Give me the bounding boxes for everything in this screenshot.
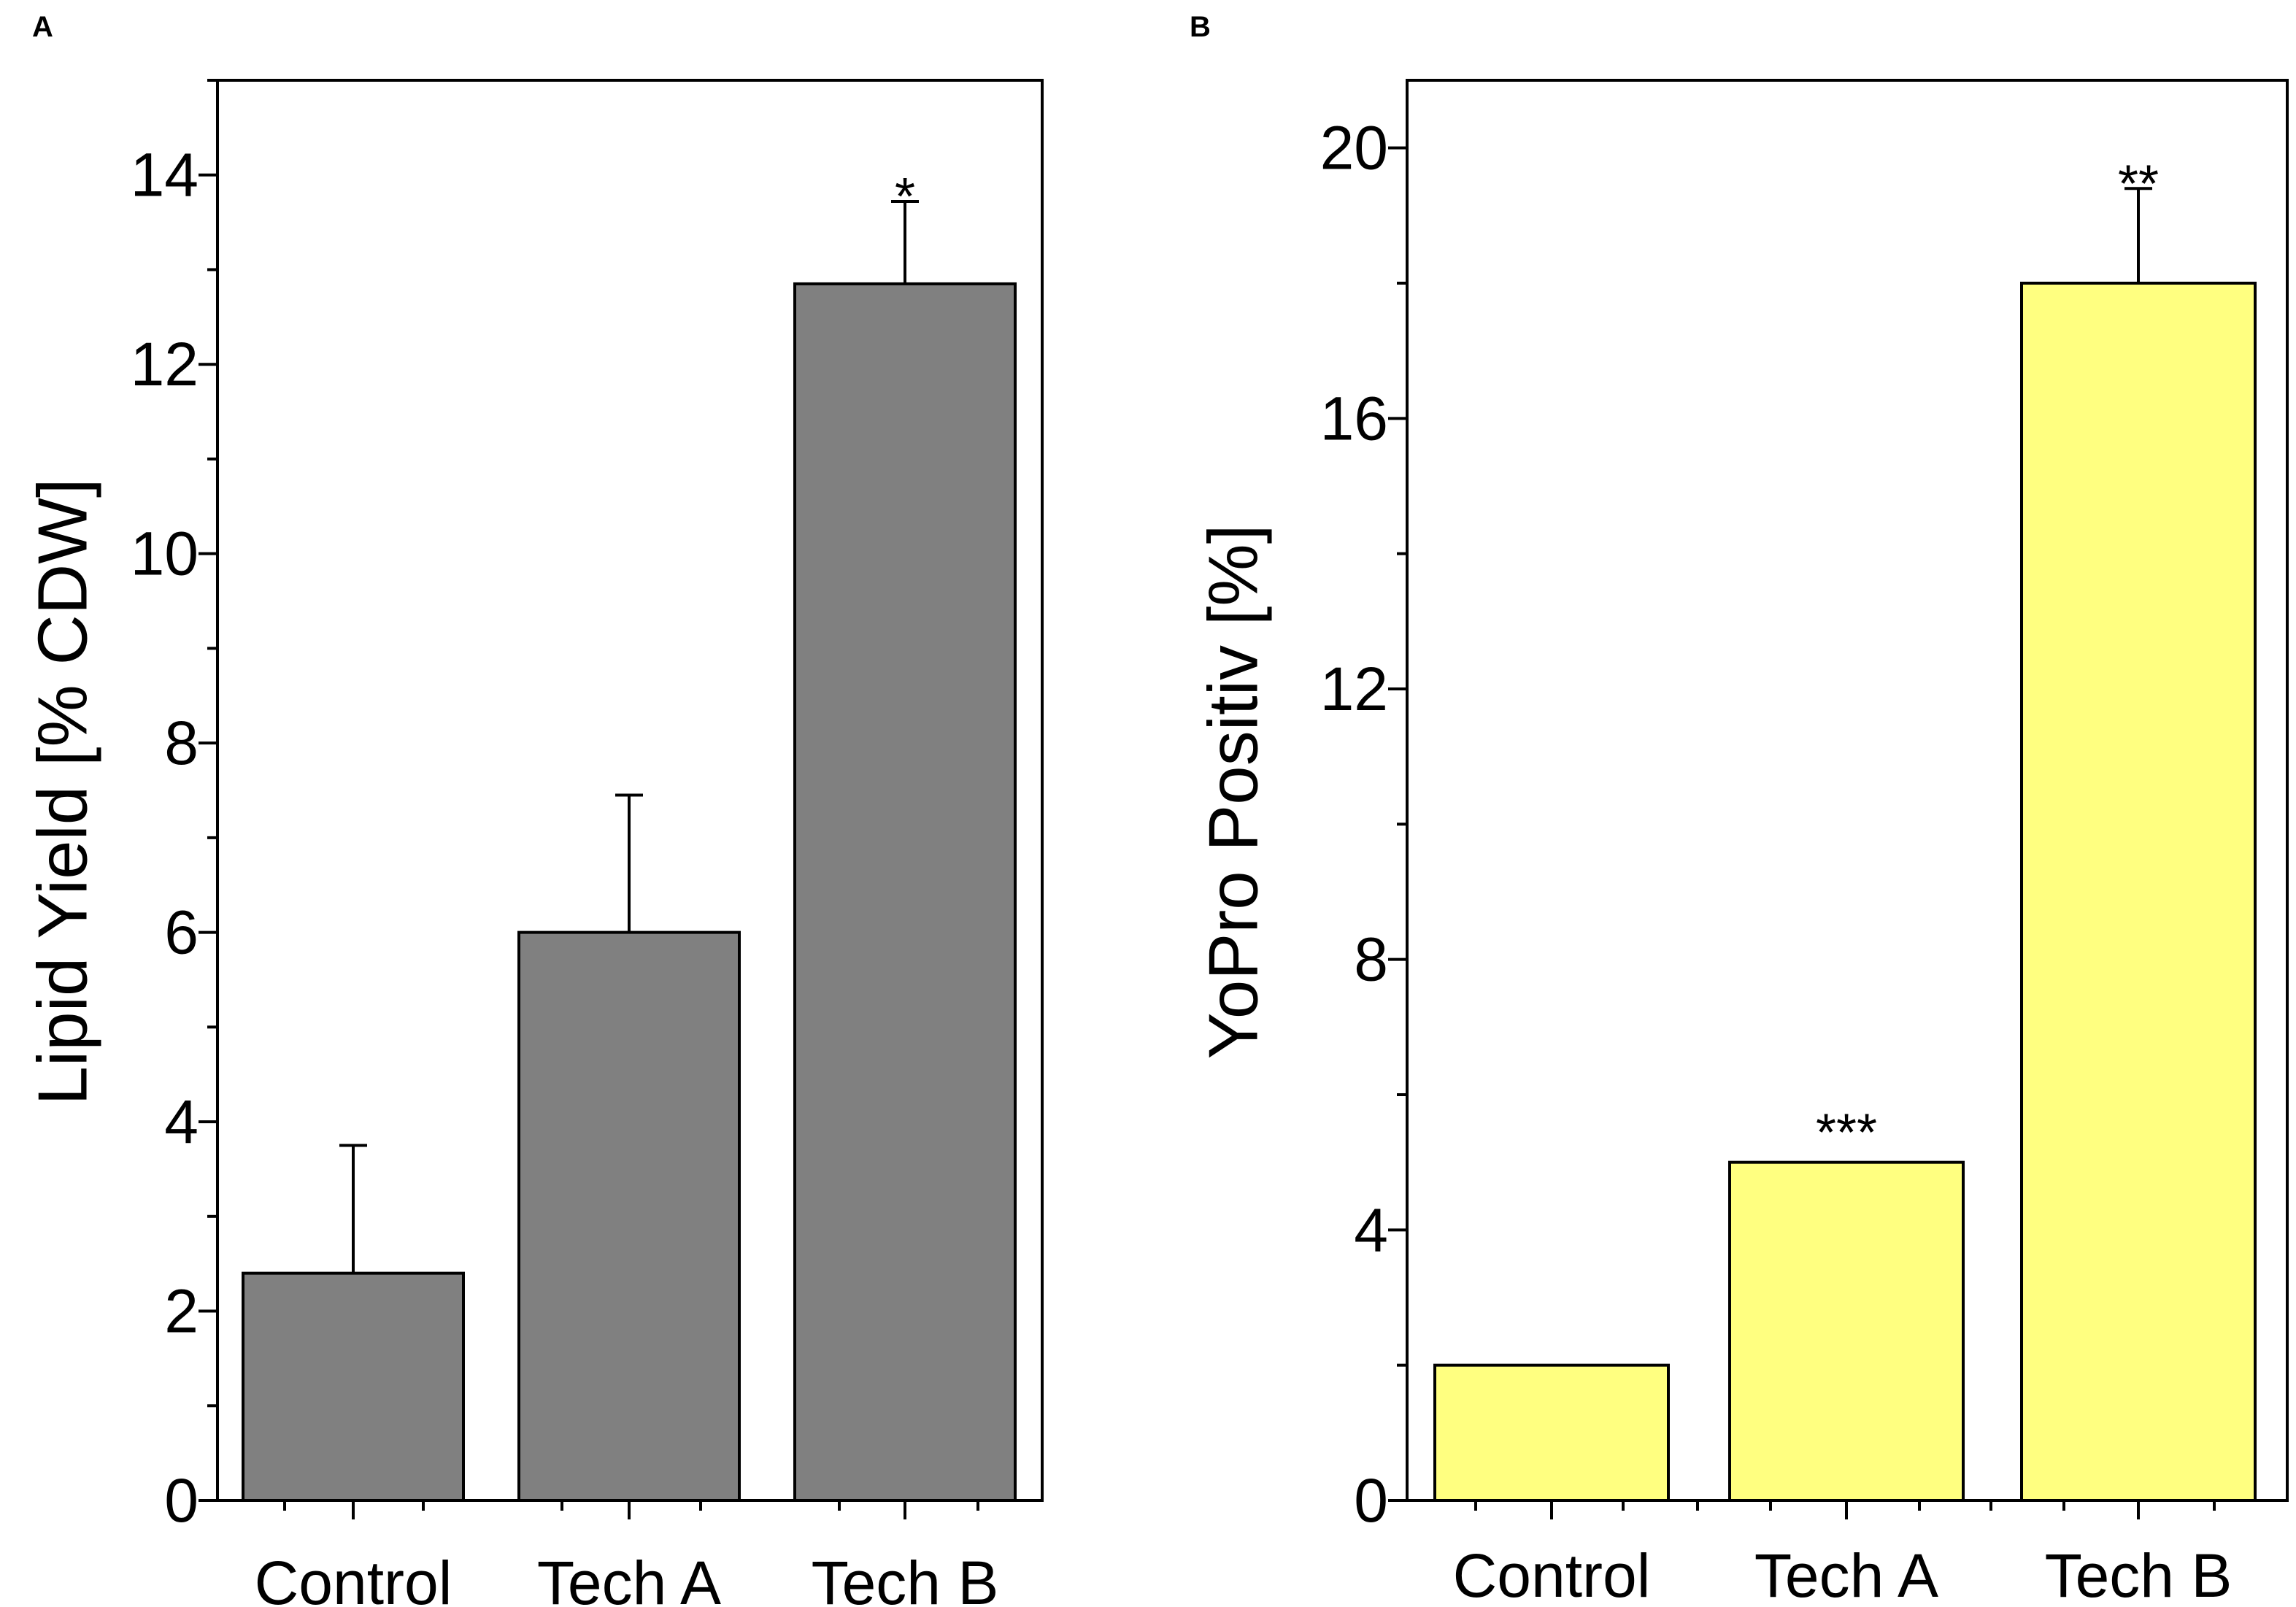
panel-b-plot-frame bbox=[1406, 79, 2289, 1502]
panel-b-y-tick-label: 0 bbox=[1354, 1466, 1388, 1535]
panel-a-error-bars bbox=[339, 200, 919, 1273]
panel-a-error-bar bbox=[891, 200, 919, 284]
panel-a-significance-marks: * bbox=[895, 168, 915, 226]
panel-b-bar bbox=[2020, 282, 2257, 1502]
panel-a-error-bar bbox=[615, 793, 643, 933]
panel-a-bar bbox=[517, 930, 741, 1502]
panel-a-y-tick-label: 14 bbox=[131, 141, 199, 209]
panel-a-y-tick-label: 0 bbox=[164, 1466, 199, 1535]
panel-a-y-tick-label: 4 bbox=[164, 1087, 199, 1156]
panel-b-category-label: Control bbox=[1453, 1541, 1651, 1607]
panel-a-x-ticks bbox=[283, 1500, 979, 1519]
panel-b-category-labels: Control Tech A Tech B bbox=[1453, 1541, 2233, 1607]
panel-b-category-label: Tech B bbox=[2045, 1541, 2233, 1607]
panel-a-category-labels: Control Tech A Tech B bbox=[255, 1549, 999, 1607]
panel-b-error-bars bbox=[2124, 187, 2152, 283]
panel-b-bars bbox=[1433, 282, 2257, 1502]
panel-a-category-label: Tech B bbox=[812, 1549, 999, 1607]
panel-b-bar bbox=[1728, 1160, 1965, 1502]
panel-b-y-tick-label: 16 bbox=[1320, 384, 1388, 452]
panel-b-y-ticks: 0 4 8 12 16 20 bbox=[1320, 114, 1407, 1535]
panel-b-error-bar bbox=[2124, 187, 2152, 283]
panel-b-significance-mark: ** bbox=[2118, 155, 2159, 213]
panel-a-significance-mark: * bbox=[895, 168, 915, 226]
panel-a-y-tick-label: 12 bbox=[131, 330, 199, 398]
panel-a: A Lipid Yield [% CDW] * 0 2 4 6 8 10 12 14 Cont… bbox=[24, 11, 1044, 1607]
panel-b-y-axis-title: YoPro Positiv [%] bbox=[1195, 525, 1273, 1060]
panel-a-bar bbox=[242, 1271, 465, 1502]
panel-a-category-label: Control bbox=[255, 1549, 452, 1607]
panel-b-y-tick-label: 4 bbox=[1354, 1195, 1388, 1264]
panel-a-category-label: Tech A bbox=[537, 1549, 721, 1607]
panel-a-y-tick-label: 2 bbox=[164, 1277, 199, 1346]
panel-b-x-ticks bbox=[1474, 1500, 2216, 1519]
panel-a-label: A bbox=[32, 11, 53, 43]
panel-b-y-tick-label: 8 bbox=[1354, 925, 1388, 994]
panel-b-bar bbox=[1433, 1363, 1670, 1502]
panel-b-label: B bbox=[1190, 11, 1211, 43]
panel-b-category-label: Tech A bbox=[1754, 1541, 1938, 1607]
panel-a-y-tick-label: 8 bbox=[164, 709, 199, 777]
panel-a-bar bbox=[793, 282, 1017, 1503]
panel-b-significance-marks: ***** bbox=[1816, 155, 2159, 1162]
panel-a-y-tick-label: 6 bbox=[164, 898, 199, 967]
panel-b-y-tick-label: 20 bbox=[1320, 114, 1388, 182]
panel-a-y-axis-title: Lipid Yield [% CDW] bbox=[24, 479, 102, 1106]
panel-a-y-ticks: 0 2 4 6 8 10 12 14 bbox=[131, 79, 217, 1535]
panel-a-plot-frame bbox=[216, 79, 1044, 1502]
panel-b-significance-mark: *** bbox=[1816, 1104, 1877, 1163]
panel-a-error-bar bbox=[339, 1144, 367, 1273]
panel-b-y-tick-label: 12 bbox=[1320, 655, 1388, 723]
panel-a-y-tick-label: 10 bbox=[131, 520, 199, 588]
